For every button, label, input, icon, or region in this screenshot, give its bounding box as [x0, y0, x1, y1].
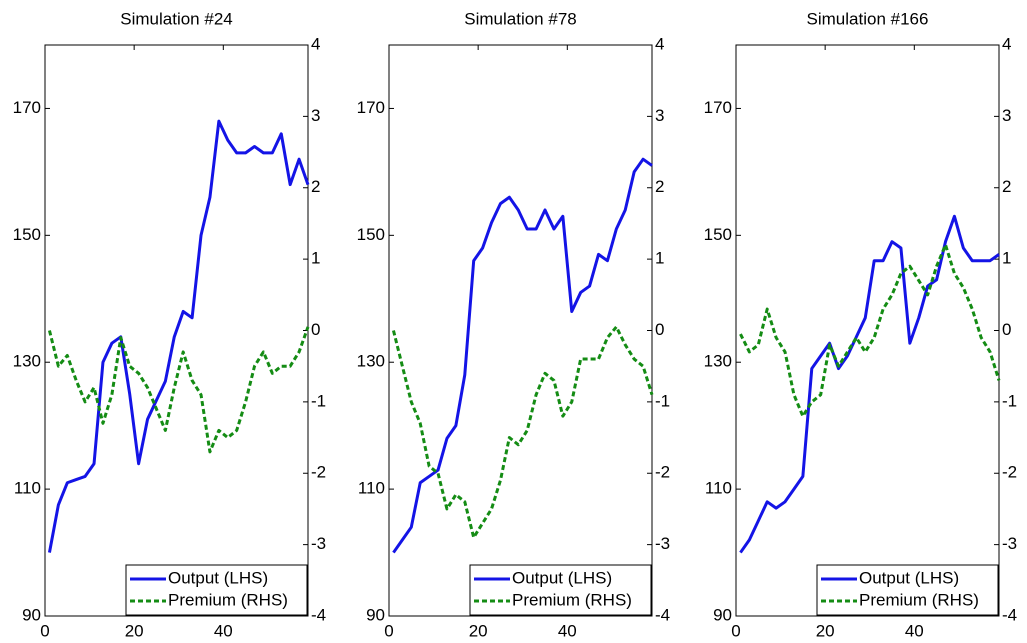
y2-tick-label: -3: [655, 534, 670, 553]
legend-label: Premium (RHS): [168, 590, 288, 609]
y-tick-label: 170: [357, 98, 385, 117]
y2-tick-label: 3: [1002, 106, 1011, 125]
x-tick-label: 40: [558, 621, 577, 640]
subplot-title: Simulation #78: [464, 9, 576, 28]
series-line: [739, 214, 1000, 554]
legend-label: Premium (RHS): [512, 590, 632, 609]
x-tick-label: 40: [905, 621, 924, 640]
y-tick-label: 110: [14, 479, 41, 498]
y2-tick-label: 3: [311, 106, 320, 125]
series-line: [392, 157, 653, 554]
series-line: [392, 325, 654, 539]
x-tick-label: 0: [40, 621, 49, 640]
y2-tick-label: -4: [1002, 605, 1017, 624]
y-tick-label: 90: [22, 605, 41, 624]
y-tick-label: 170: [704, 98, 732, 117]
y2-tick-label: -1: [1002, 391, 1017, 410]
x-tick-label: 0: [731, 621, 740, 640]
y-tick-label: 130: [357, 352, 385, 371]
subplot: Simulation #780 20 4090110130150170-4-3-2-…: [357, 9, 671, 640]
series-line: [739, 243, 1001, 418]
y2-tick-label: -3: [311, 534, 326, 553]
subplot: Simulation #240 20 4090110130150170-4-3-2-…: [13, 9, 327, 640]
y2-tick-label: 0: [1002, 320, 1011, 339]
y2-tick-label: 1: [1002, 249, 1011, 268]
legend-box: [816, 564, 999, 616]
subplot-title: Simulation #24: [120, 9, 232, 28]
y2-tick-label: 2: [311, 177, 320, 196]
y2-tick-label: -2: [655, 463, 670, 482]
y-tick-label: 150: [704, 225, 732, 244]
y-tick-label: 170: [13, 98, 41, 117]
y-tick-label: 130: [13, 352, 41, 371]
y-tick-label: 130: [704, 352, 732, 371]
y2-tick-label: -2: [311, 463, 326, 482]
legend-label: Output (LHS): [512, 568, 612, 587]
y-tick-label: 150: [13, 225, 41, 244]
y2-tick-label: -1: [311, 391, 326, 410]
x-tick-label: 40: [214, 621, 233, 640]
legend-label: Premium (RHS): [859, 590, 979, 609]
y-tick-label: 110: [705, 479, 732, 498]
y2-tick-label: 1: [655, 249, 664, 268]
y-tick-label: 90: [366, 605, 385, 624]
y2-tick-label: 3: [655, 106, 664, 125]
legend-box: [125, 564, 308, 616]
legend-label: Output (LHS): [168, 568, 268, 587]
y2-tick-label: 0: [311, 320, 320, 339]
series-line: [47, 119, 310, 553]
y-tick-label: 150: [357, 225, 385, 244]
y2-tick-label: 1: [311, 249, 320, 268]
y2-tick-label: -3: [1002, 534, 1017, 553]
x-tick-label: 20: [469, 621, 488, 640]
y-tick-label: 110: [358, 479, 385, 498]
y2-tick-label: -4: [655, 605, 670, 624]
y2-tick-label: 4: [655, 34, 664, 53]
y2-tick-label: 0: [655, 320, 664, 339]
y2-tick-label: -2: [1002, 463, 1017, 482]
legend-box: [469, 564, 652, 616]
plot-area: [388, 44, 653, 617]
y2-tick-label: -1: [655, 391, 670, 410]
y2-tick-label: 2: [655, 177, 664, 196]
subplot-title: Simulation #166: [807, 9, 929, 28]
y2-tick-label: 4: [1002, 34, 1011, 53]
series-line: [48, 326, 310, 454]
x-tick-label: 20: [816, 621, 835, 640]
x-tick-label: 20: [125, 621, 144, 640]
y2-tick-label: -4: [311, 605, 326, 624]
x-tick-label: 0: [384, 621, 393, 640]
y2-tick-label: 4: [311, 34, 320, 53]
plot-area: [735, 44, 1000, 617]
legend-label: Output (LHS): [859, 568, 959, 587]
y2-tick-label: 2: [1002, 177, 1011, 196]
y-tick-label: 90: [713, 605, 732, 624]
